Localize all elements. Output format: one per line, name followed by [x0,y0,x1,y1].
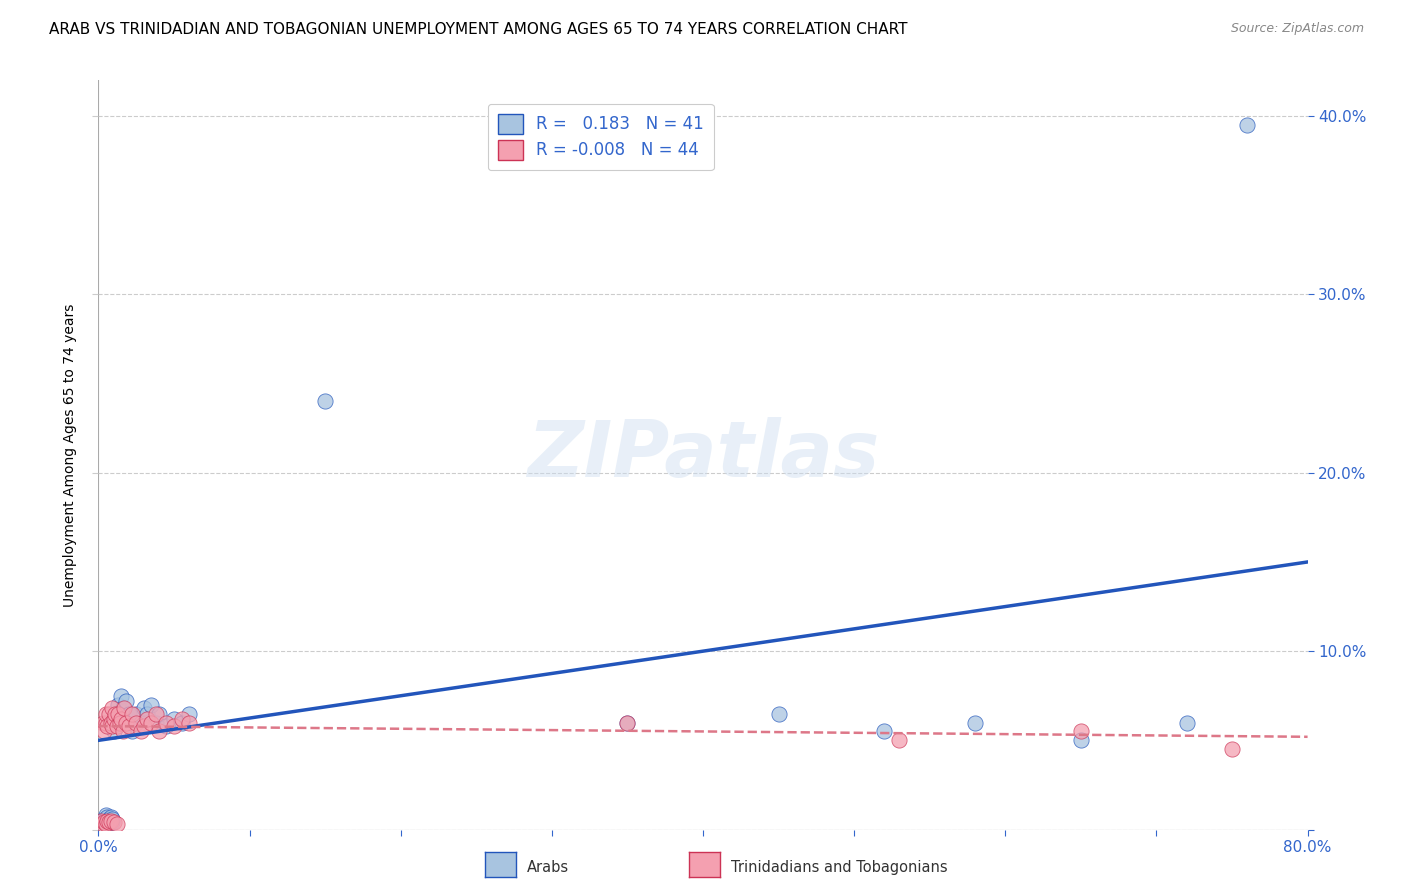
Point [100,814,122,828]
Point [94,815,117,830]
Point [965,715,987,730]
Point [1236,118,1258,132]
Point [103,815,125,830]
Point [100,810,122,824]
Point [889,733,911,747]
Point [91,817,114,831]
Point [94,706,117,721]
Point [170,712,193,726]
Point [129,724,152,739]
Point [135,712,157,726]
Point [96,814,118,828]
Point [163,719,186,733]
Point [135,706,157,721]
Point [91,715,114,730]
Point [110,689,132,703]
Point [91,817,114,831]
Point [101,701,124,715]
Point [1175,715,1198,730]
Point [94,817,117,831]
Point [104,706,127,721]
Point [93,724,115,739]
Point [100,814,122,828]
Point [768,706,790,721]
Point [121,706,143,721]
Point [93,812,115,826]
Point [314,394,336,409]
Point [101,815,124,830]
Text: ARAB VS TRINIDADIAN AND TOBAGONIAN UNEMPLOYMENT AMONG AGES 65 TO 74 YEARS CORREL: ARAB VS TRINIDADIAN AND TOBAGONIAN UNEMP… [49,22,908,37]
Point [179,715,201,730]
Point [111,724,134,739]
Point [179,706,201,721]
Point [118,719,141,733]
Point [104,706,127,721]
Point [141,715,163,730]
Point [93,815,115,830]
Point [100,715,122,730]
Point [118,706,141,721]
Point [121,724,143,739]
Point [125,715,148,730]
Point [105,715,128,730]
Point [132,719,155,733]
Point [98,812,121,826]
Point [145,715,167,730]
Point [90,814,112,828]
Point [114,715,136,730]
Point [103,712,125,726]
Point [873,724,896,739]
Point [129,715,152,730]
Point [1220,742,1243,756]
Point [170,715,193,730]
Point [101,719,124,733]
Point [107,698,129,712]
Point [148,724,170,739]
Point [132,701,155,715]
Legend: R =   0.183   N = 41, R = -0.008   N = 44: R = 0.183 N = 41, R = -0.008 N = 44 [488,103,714,170]
Point [616,715,638,730]
Point [1070,733,1092,747]
Point [616,715,638,730]
Point [94,715,117,730]
Point [98,706,121,721]
Point [141,698,163,712]
Text: ZIPatlas: ZIPatlas [527,417,879,493]
Point [112,701,135,715]
Point [94,808,117,822]
Point [98,815,121,830]
Y-axis label: Unemployment Among Ages 65 to 74 years: Unemployment Among Ages 65 to 74 years [63,303,77,607]
Text: Trinidadians and Tobagonians: Trinidadians and Tobagonians [731,861,948,875]
Text: Source: ZipAtlas.com: Source: ZipAtlas.com [1230,22,1364,36]
Point [111,701,134,715]
Point [98,817,121,831]
Point [125,706,148,721]
Point [110,712,132,726]
Point [105,719,128,733]
Point [1070,724,1092,739]
Point [155,715,177,730]
Point [114,694,136,708]
Point [145,706,167,721]
Point [107,706,129,721]
Point [163,712,186,726]
Point [105,817,128,831]
Text: Arabs: Arabs [527,861,569,875]
Point [155,719,177,733]
Point [96,814,118,828]
Point [90,814,112,828]
Point [108,715,131,730]
Point [96,810,118,824]
Point [148,706,170,721]
Point [103,724,125,739]
Point [101,812,124,826]
Point [96,719,118,733]
